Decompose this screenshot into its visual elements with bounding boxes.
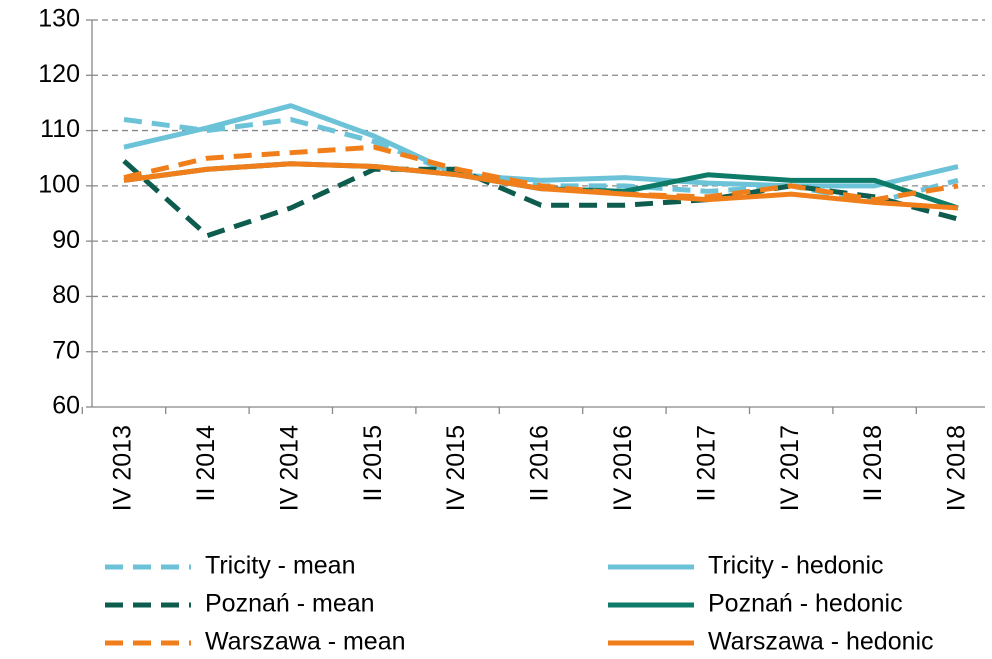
series-line — [123, 144, 959, 203]
series-line — [123, 103, 959, 189]
x-tick-label: IV 2013 — [109, 425, 137, 511]
x-tick-label: II 2016 — [526, 425, 554, 501]
legend-label: Tricity - hedonic — [708, 552, 884, 580]
y-tick-label: 90 — [52, 226, 80, 254]
x-tick-label: IV 2018 — [943, 425, 971, 511]
y-tick-label: 130 — [38, 5, 80, 33]
legend-label: Poznań - hedonic — [708, 590, 903, 618]
x-tick-label: II 2015 — [359, 425, 387, 501]
x-tick-label: IV 2016 — [609, 425, 637, 511]
y-tick-label: 60 — [52, 392, 80, 420]
x-tick-label: IV 2014 — [275, 425, 303, 511]
legend-label: Tricity - mean — [205, 552, 355, 580]
legend-label: Warszawa - hedonic — [708, 628, 934, 656]
legend-label: Warszawa - mean — [205, 628, 406, 656]
x-tick-label: II 2018 — [859, 425, 887, 501]
y-tick-label: 110 — [40, 115, 80, 143]
y-tick-label: 80 — [52, 281, 80, 309]
series-line — [123, 161, 959, 211]
y-tick-label: 70 — [52, 336, 80, 364]
x-tick-label: II 2017 — [692, 425, 720, 501]
y-tick-label: 120 — [38, 60, 80, 88]
y-tick-label: 100 — [38, 170, 80, 198]
x-tick-label: IV 2015 — [442, 425, 470, 511]
x-tick-label: II 2014 — [192, 425, 220, 502]
x-tick-label: IV 2017 — [776, 425, 804, 511]
legend-label: Poznań - mean — [205, 590, 375, 618]
